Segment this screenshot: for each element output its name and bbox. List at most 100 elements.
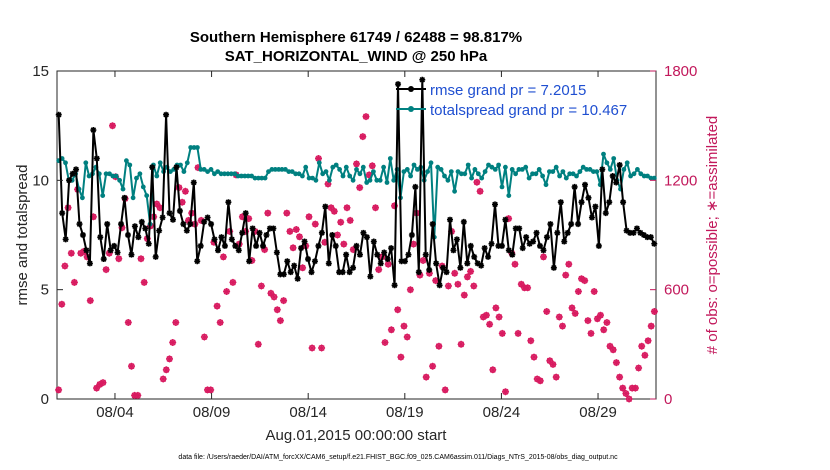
- spread-point: [245, 173, 251, 179]
- rmse-point: [166, 210, 173, 217]
- obs-point: [457, 340, 465, 348]
- rmse-point: [343, 251, 350, 258]
- spread-point: [181, 169, 187, 175]
- rmse-point: [111, 242, 118, 249]
- rmse-point: [523, 234, 530, 241]
- rmse-point: [221, 242, 228, 249]
- obs-assimilated-marker: [276, 317, 284, 325]
- obs-assimilated-marker: [308, 344, 316, 352]
- spread-point: [506, 193, 512, 199]
- spread-point: [607, 167, 613, 172]
- spread-point: [360, 164, 366, 170]
- obs-point: [549, 360, 557, 368]
- obs-point: [305, 213, 313, 221]
- rmse-point: [599, 166, 606, 173]
- rmse-point: [145, 240, 152, 247]
- rmse-point: [180, 221, 187, 228]
- rmse-point: [474, 260, 481, 267]
- spread-point: [215, 169, 221, 175]
- spread-point: [337, 167, 342, 172]
- rmse-point: [201, 218, 208, 225]
- obs-point: [353, 160, 360, 168]
- obs-assimilated-marker: [638, 342, 646, 350]
- rmse-point: [571, 183, 578, 190]
- rmse-point: [395, 81, 402, 88]
- obs-point: [172, 319, 180, 326]
- rmse-point: [363, 234, 370, 241]
- rmse-point: [315, 242, 322, 249]
- rmse-point: [436, 282, 443, 289]
- obs-assimilated-marker: [172, 319, 180, 326]
- spread-point: [154, 173, 160, 179]
- obs-point: [612, 359, 620, 367]
- obs-point: [267, 289, 275, 297]
- spread-point: [442, 173, 447, 179]
- obs-assimilated-marker: [609, 346, 617, 354]
- obs-assimilated-marker: [406, 286, 414, 294]
- rmse-point: [533, 229, 540, 236]
- spread-point: [574, 173, 579, 179]
- rmse-point: [616, 162, 623, 169]
- obs-point: [362, 113, 370, 121]
- data-file-footer: data file: /Users/raeder/DAI/ATM_forcXX/…: [178, 454, 618, 461]
- spread-point: [120, 186, 126, 192]
- obs-assimilated-marker: [410, 240, 417, 248]
- obs-point: [254, 340, 262, 348]
- rmse-point: [530, 238, 537, 245]
- obs-assimilated-marker: [387, 326, 395, 334]
- obs-assimilated-marker: [61, 262, 69, 270]
- spread-point: [83, 160, 89, 166]
- obs-assimilated-marker: [55, 386, 63, 394]
- spread-point: [195, 145, 200, 150]
- obs-point: [359, 133, 367, 141]
- obs-assimilated-marker: [650, 308, 658, 315]
- obs-assimilated-marker: [372, 204, 379, 212]
- spread-point: [357, 171, 363, 177]
- rmse-point: [526, 240, 533, 247]
- spread-point: [293, 171, 298, 177]
- x-tick-label: 08/19: [386, 404, 424, 421]
- obs-assimilated-marker: [603, 319, 611, 326]
- obs-assimilated-marker: [289, 244, 297, 252]
- rmse-point: [630, 229, 637, 236]
- obs-point: [562, 271, 570, 279]
- obs-point: [422, 373, 430, 381]
- obs-assimilated-marker: [327, 204, 335, 212]
- spread-point: [479, 175, 485, 181]
- obs-point: [543, 308, 551, 315]
- rmse-point: [318, 229, 325, 236]
- obs-assimilated-marker: [330, 207, 338, 215]
- spread-point: [638, 171, 644, 177]
- obs-assimilated-marker: [178, 198, 186, 206]
- rmse-point: [398, 258, 405, 265]
- obs-assimilated-marker: [631, 384, 639, 392]
- obs-assimilated-marker: [514, 329, 522, 337]
- obs-assimilated-marker: [498, 329, 506, 337]
- rmse-point: [620, 199, 627, 206]
- obs-point: [397, 353, 405, 361]
- obs-point: [93, 384, 101, 392]
- spread-point: [570, 171, 576, 177]
- obs-point: [318, 344, 326, 352]
- rmse-point: [568, 221, 575, 228]
- obs-point: [635, 364, 643, 372]
- y-right-tick-label: 600: [664, 282, 689, 299]
- rmse-point: [124, 232, 131, 238]
- obs-point: [489, 366, 497, 374]
- obs-assimilated-marker: [559, 322, 566, 330]
- spread-point: [425, 169, 430, 175]
- obs-point: [603, 319, 611, 326]
- rmse-point: [471, 253, 478, 260]
- obs-assimilated-marker: [264, 209, 272, 217]
- obs-assimilated-marker: [137, 255, 145, 263]
- obs-assimilated-marker: [70, 278, 78, 286]
- obs-point: [476, 187, 484, 195]
- obs-point: [451, 269, 459, 277]
- rmse-point: [194, 258, 201, 265]
- rmse-point: [481, 245, 488, 252]
- spread-point: [289, 169, 295, 175]
- rmse-point: [381, 249, 388, 256]
- spread-point: [313, 177, 319, 183]
- obs-assimilated-marker: [296, 233, 303, 241]
- obs-assimilated-marker: [349, 246, 357, 254]
